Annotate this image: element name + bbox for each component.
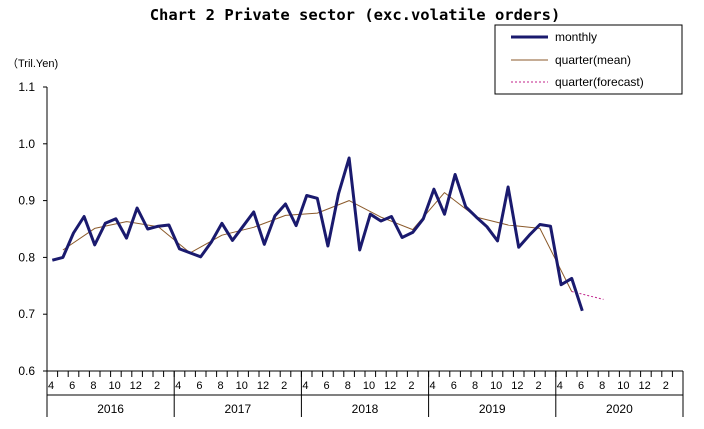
x-tick-label: 10	[236, 380, 248, 392]
x-tick-label: 12	[130, 380, 142, 392]
y-unit-label: （Tril.Yen)	[7, 57, 58, 70]
x-ticks: 4 6 8 10 12 2 4 6 8 10 12 2 4 6 8 10 12 2 4 6 8 10 12 2 4 6 8 10 12 2…	[46, 371, 684, 417]
year-label: 2019	[479, 402, 506, 416]
x-tick-label: 12	[511, 380, 523, 392]
y-tick-label: 1.0	[18, 137, 35, 151]
legend-label-quarter-forecast: quarter(forecast)	[555, 75, 644, 89]
x-tick-label: 2	[408, 380, 414, 392]
x-tick-label: 8	[599, 380, 605, 392]
series-quarter-mean-line	[62, 192, 573, 292]
year-label: 2017	[224, 402, 251, 416]
x-tick-label: 8	[90, 380, 96, 392]
y-tick-label: 0.8	[18, 250, 35, 264]
legend-label-quarter-mean: quarter(mean)	[555, 53, 631, 67]
year-label: 2018	[352, 402, 379, 416]
x-tick-label: 2	[154, 380, 160, 392]
x-tick-label: 10	[108, 380, 120, 392]
y-tick-label: 0.7	[18, 307, 35, 321]
x-tick-label: 10	[363, 380, 375, 392]
x-tick-label: 6	[324, 380, 330, 392]
x-tick-label: 2	[536, 380, 542, 392]
x-tick-label: 4	[430, 380, 436, 392]
x-tick-label: 4	[48, 380, 54, 392]
x-tick-label: 4	[175, 380, 181, 392]
legend: monthly quarter(mean) quarter(forecast)	[494, 24, 683, 95]
x-tick-label: 6	[69, 380, 75, 392]
series-monthly-line	[51, 156, 584, 312]
x-tick-label: 2	[281, 380, 287, 392]
x-tick-label: 12	[384, 380, 396, 392]
legend-label-monthly: monthly	[555, 30, 597, 44]
y-tick-label: 0.6	[18, 364, 35, 378]
chart-title: Chart 2 Private sector (exc.volatile ord…	[150, 6, 561, 24]
year-label: 2016	[97, 402, 124, 416]
y-ticks: 0.6 0.7 0.8 0.9 1.0 1.1	[18, 80, 47, 378]
x-tick-label: 8	[472, 380, 478, 392]
x-tick-label: 6	[451, 380, 457, 392]
x-tick-label: 8	[345, 380, 351, 392]
x-tick-label: 6	[196, 380, 202, 392]
year-label: 2020	[606, 402, 633, 416]
x-tick-label: 4	[557, 380, 563, 392]
x-tick-label: 10	[490, 380, 502, 392]
x-tick-label: 2	[663, 380, 669, 392]
x-tick-label: 10	[617, 380, 629, 392]
x-tick-label: 12	[257, 380, 269, 392]
y-tick-label: 0.9	[18, 194, 35, 208]
x-tick-label: 8	[218, 380, 224, 392]
x-tick-label: 6	[578, 380, 584, 392]
x-tick-label: 4	[302, 380, 308, 392]
y-tick-label: 1.1	[18, 80, 35, 94]
x-tick-label: 12	[638, 380, 650, 392]
series-layer	[51, 156, 604, 312]
